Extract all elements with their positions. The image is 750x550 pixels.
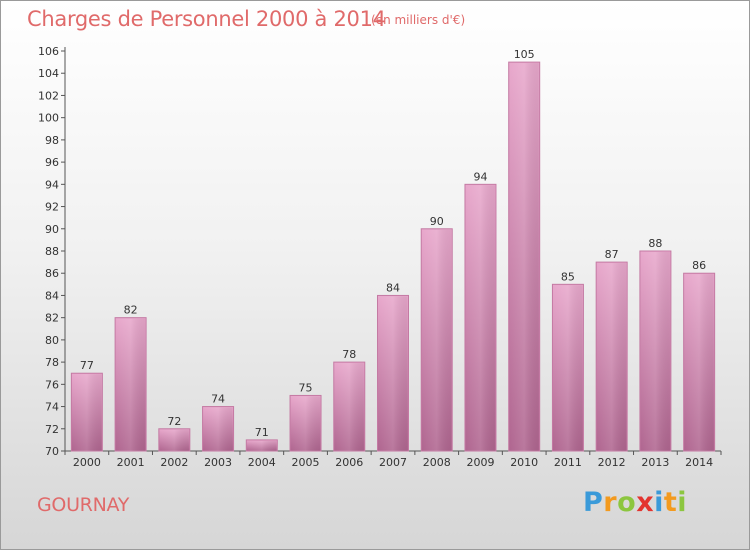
bar-shine — [597, 263, 627, 451]
x-tick-label: 2012 — [598, 456, 626, 469]
y-axis: 70 72 74 76 78 80 82 84 86 88 90 92 94 96 98 100 102 104 1… — [38, 45, 66, 458]
y-tick-label: 94 — [45, 178, 59, 191]
bar-shine — [378, 296, 408, 451]
bar-shine — [640, 252, 670, 451]
bar-shine — [116, 318, 146, 451]
x-tick-label: 2011 — [554, 456, 582, 469]
x-tick-label: 2000 — [73, 456, 101, 469]
y-tick-label: 88 — [45, 245, 59, 258]
x-tick-label: 2002 — [160, 456, 188, 469]
y-tick-label: 100 — [38, 112, 59, 125]
chart-subtitle: (en milliers d'€) — [371, 13, 466, 27]
data-label: 74 — [211, 393, 225, 406]
y-tick-label: 98 — [45, 134, 59, 147]
logo-letter: i — [654, 487, 664, 518]
data-label: 88 — [648, 237, 662, 250]
bar-shine — [422, 229, 452, 451]
data-label: 77 — [80, 359, 94, 372]
x-tick-label: 2007 — [379, 456, 407, 469]
logo-letter: r — [603, 487, 618, 518]
bar-shine — [684, 274, 714, 451]
bar-shine — [72, 374, 102, 451]
data-label: 71 — [255, 426, 269, 439]
bar-shine — [509, 63, 539, 451]
x-tick-label: 2014 — [685, 456, 713, 469]
y-tick-label: 82 — [45, 312, 59, 325]
bar-shine — [203, 407, 233, 451]
data-label: 85 — [561, 270, 575, 283]
y-tick-label: 72 — [45, 423, 59, 436]
logo-letter: x — [636, 487, 655, 518]
y-tick-label: 74 — [45, 401, 59, 414]
y-tick-label: 104 — [38, 67, 59, 80]
data-labels: 77 82 72 74 71 75 78 84 90 94 105 85 87 88 86 — [80, 48, 706, 439]
bars — [70, 61, 716, 452]
data-label: 86 — [692, 259, 706, 272]
proxiti-logo[interactable]: Proxiti — [583, 487, 687, 518]
data-label: 105 — [514, 48, 535, 61]
x-tick-label: 2001 — [117, 456, 145, 469]
bar-shine — [247, 440, 277, 451]
y-tick-label: 70 — [45, 445, 59, 458]
data-label: 90 — [430, 215, 444, 228]
y-tick-label: 106 — [38, 45, 59, 58]
y-tick-label: 78 — [45, 356, 59, 369]
x-tick-label: 2003 — [204, 456, 232, 469]
data-label: 82 — [124, 304, 138, 317]
bar-shine — [334, 363, 364, 451]
logo-letter: t — [663, 487, 678, 518]
x-axis: 2000 2001 2002 2003 2004 2005 2006 2007 2008 2009… — [64, 450, 722, 469]
bar-shine — [291, 396, 321, 451]
x-tick-label: 2006 — [335, 456, 363, 469]
y-tick-label: 76 — [45, 378, 59, 391]
x-tick-label: 2008 — [423, 456, 451, 469]
chart-title: Charges de Personnel 2000 à 2014 — [27, 7, 386, 31]
data-label: 84 — [386, 281, 400, 294]
data-label: 94 — [473, 170, 487, 183]
x-tick-label: 2009 — [466, 456, 494, 469]
data-label: 78 — [342, 348, 356, 361]
x-tick-label: 2005 — [292, 456, 320, 469]
x-tick-label: 2004 — [248, 456, 276, 469]
y-tick-label: 86 — [45, 267, 59, 280]
y-tick-label: 92 — [45, 201, 59, 214]
y-tick-label: 102 — [38, 89, 59, 102]
logo-letter: i — [677, 487, 688, 518]
commune-name: GOURNAY — [37, 494, 130, 516]
y-tick-label: 96 — [45, 156, 59, 169]
bar-shine — [159, 429, 189, 451]
data-label: 75 — [299, 381, 313, 394]
data-label: 87 — [605, 248, 619, 261]
data-label: 72 — [167, 415, 181, 428]
y-tick-label: 80 — [45, 334, 59, 347]
x-tick-label: 2013 — [641, 456, 669, 469]
bar-shine — [553, 285, 583, 451]
y-tick-label: 84 — [45, 289, 59, 302]
logo-letter: P — [583, 487, 604, 518]
y-tick-label: 90 — [45, 223, 59, 236]
x-tick-label: 2010 — [510, 456, 538, 469]
bar-shine — [465, 185, 495, 452]
logo-letter: o — [617, 487, 637, 518]
